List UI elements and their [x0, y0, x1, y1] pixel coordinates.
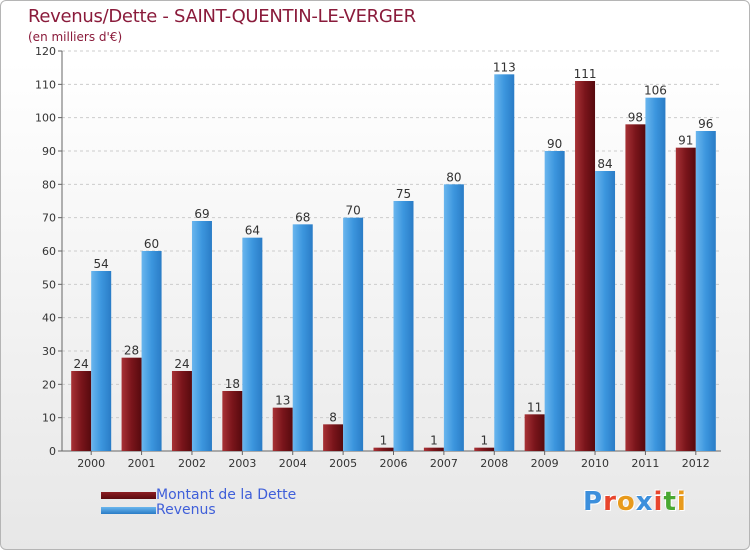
x-tick-label: 2012 [682, 457, 710, 470]
bar-dette [323, 424, 344, 451]
bar-dette [272, 407, 293, 451]
x-tick-label: 2003 [228, 457, 256, 470]
y-tick-label: 110 [35, 78, 56, 91]
y-tick-label: 30 [42, 345, 56, 358]
bar-revenus [343, 217, 364, 451]
y-tick-label: 0 [49, 445, 56, 458]
data-label-revenus: 75 [396, 187, 411, 201]
data-label-dette: 18 [225, 377, 240, 391]
bars [71, 74, 716, 452]
data-label-revenus: 60 [144, 237, 159, 251]
bar-dette [71, 371, 92, 451]
data-label-dette: 11 [527, 400, 542, 414]
chart-title: Revenus/Dette - SAINT-QUENTIN-LE-VERGER [28, 6, 416, 27]
data-labels: 24 54 28 60 24 69 18 64 13 68 8 70 1 75 1 80 1 113 11 90 111… [74, 60, 714, 447]
data-label-dette: 28 [124, 344, 139, 358]
x-tick-label: 2004 [279, 457, 307, 470]
bar-revenus [141, 251, 162, 451]
y-tick-label: 50 [42, 278, 56, 291]
y-tick-label: 90 [42, 145, 56, 158]
bar-dette [121, 357, 142, 451]
bar-dette [373, 447, 394, 451]
y-tick-label: 40 [42, 312, 56, 325]
data-label-revenus: 54 [94, 257, 109, 271]
legend-swatch-dette [101, 492, 156, 499]
data-label-revenus: 69 [194, 207, 209, 221]
y-tick-label: 120 [35, 45, 56, 58]
data-label-revenus: 106 [644, 84, 667, 98]
y-tick-label: 70 [42, 212, 56, 225]
y-tick-label: 80 [42, 178, 56, 191]
x-tick-label: 2010 [581, 457, 609, 470]
bar-revenus [645, 97, 666, 452]
x-tick-label: 2002 [178, 457, 206, 470]
data-label-revenus: 70 [345, 204, 360, 218]
bar-revenus [292, 224, 313, 451]
bar-revenus [393, 201, 414, 451]
y-tick-label: 60 [42, 245, 56, 258]
data-label-dette: 1 [380, 434, 388, 448]
x-tick-label: 2005 [329, 457, 357, 470]
bar-dette [222, 391, 243, 451]
data-label-revenus: 96 [698, 117, 713, 131]
bar-dette [675, 147, 696, 451]
bar-dette [474, 447, 495, 451]
bar-dette [524, 414, 545, 451]
x-tick-label: 2008 [480, 457, 508, 470]
bar-revenus [191, 221, 212, 451]
x-tick-label: 2006 [380, 457, 408, 470]
bar-dette [625, 124, 646, 451]
chart-subtitle: (en milliers d'€) [28, 30, 123, 44]
proxiti-logo: Proxiti [583, 487, 687, 517]
bar-revenus [494, 74, 515, 451]
bar-revenus [544, 151, 565, 451]
data-label-dette: 111 [574, 67, 597, 81]
x-tick-label: 2001 [128, 457, 156, 470]
bar-revenus [595, 171, 616, 451]
data-label-dette: 1 [480, 434, 488, 448]
y-tick-label: 10 [42, 412, 56, 425]
data-label-dette: 24 [174, 357, 189, 371]
data-label-revenus: 113 [493, 60, 516, 74]
data-label-revenus: 80 [446, 170, 461, 184]
data-label-revenus: 68 [295, 210, 310, 224]
data-label-dette: 98 [628, 110, 643, 124]
x-tick-label: 2007 [430, 457, 458, 470]
y-axis: 0 10 20 30 40 50 60 70 80 90 100 110 120 [35, 45, 721, 458]
bar-revenus [695, 131, 716, 451]
data-label-dette: 8 [329, 410, 337, 424]
data-label-revenus: 64 [245, 224, 260, 238]
x-tick-label: 2000 [77, 457, 105, 470]
data-label-dette: 13 [275, 394, 290, 408]
legend-swatch-revenus [101, 507, 156, 514]
bar-revenus [91, 271, 112, 451]
legend-label-revenus: Revenus [156, 502, 216, 518]
bar-revenus [242, 237, 263, 451]
bar-dette [575, 81, 596, 451]
bar-dette [171, 371, 192, 451]
bar-dette [423, 447, 444, 451]
y-tick-label: 20 [42, 378, 56, 391]
y-tick-label: 100 [35, 112, 56, 125]
data-label-dette: 24 [74, 357, 89, 371]
x-axis: 2000 2001 2002 2003 2004 2005 2006 2007 2008 2009… [77, 451, 710, 470]
data-label-revenus: 84 [597, 157, 612, 171]
data-label-dette: 1 [430, 434, 438, 448]
x-tick-label: 2011 [631, 457, 659, 470]
legend-label-dette: Montant de la Dette [156, 487, 297, 503]
data-label-revenus: 90 [547, 137, 562, 151]
data-label-dette: 91 [678, 134, 693, 148]
bar-revenus [443, 184, 464, 452]
x-tick-label: 2009 [531, 457, 559, 470]
